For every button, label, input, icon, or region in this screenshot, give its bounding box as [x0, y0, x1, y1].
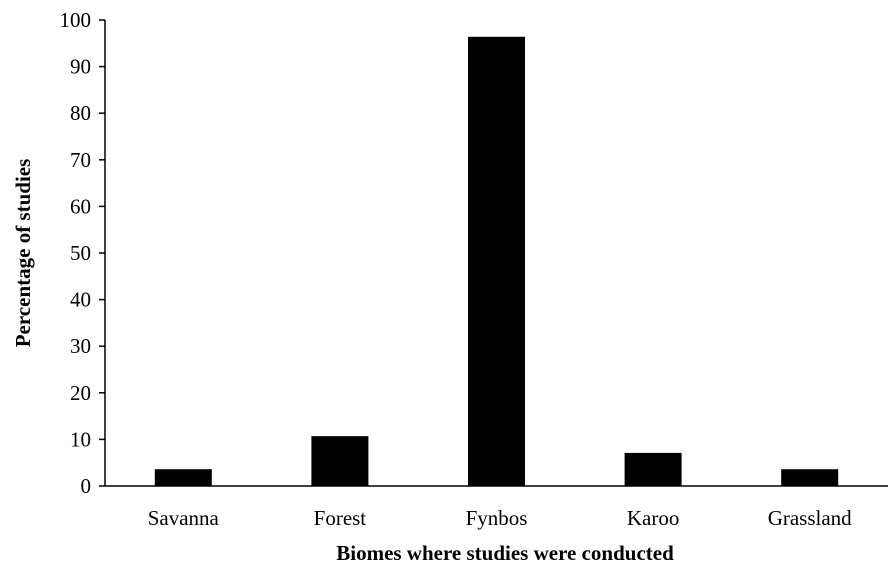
y-tick-label: 10: [70, 427, 91, 451]
bar-savanna: [154, 469, 212, 486]
bars: [154, 36, 839, 486]
y-tick-label: 0: [81, 474, 92, 498]
y-tick-label: 60: [70, 194, 91, 218]
x-tick-label: Fynbos: [466, 506, 528, 530]
bar-fynbos: [468, 36, 525, 486]
y-tick-label: 20: [70, 381, 91, 405]
y-tick-label: 30: [70, 334, 91, 358]
y-tick-label: 40: [70, 288, 91, 312]
bar-forest: [311, 436, 369, 486]
y-axis-ticks: 0 10 20 30 40 50 60 70 80 90 100: [60, 8, 105, 498]
bar-grassland: [781, 469, 839, 486]
y-tick-label: 90: [70, 55, 91, 79]
x-axis-tick-labels: Savanna Forest Fynbos Karoo Grassland: [148, 506, 852, 530]
y-tick-label: 80: [70, 101, 91, 125]
y-tick-label: 100: [60, 8, 92, 32]
y-axis-title: Percentage of studies: [11, 159, 35, 348]
x-tick-label: Karoo: [627, 506, 679, 530]
y-tick-label: 50: [70, 241, 91, 265]
bar-karoo: [624, 452, 682, 486]
x-tick-label: Savanna: [148, 506, 220, 530]
x-tick-label: Forest: [314, 506, 367, 530]
x-tick-label: Grassland: [768, 506, 852, 530]
y-tick-label: 70: [70, 148, 91, 172]
x-axis-title: Biomes where studies were conducted: [336, 541, 674, 565]
